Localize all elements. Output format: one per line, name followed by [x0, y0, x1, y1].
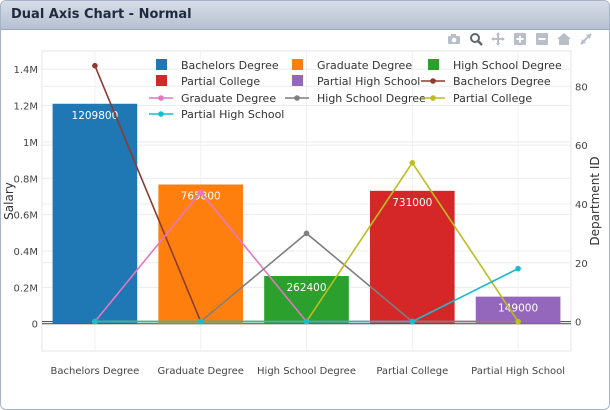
legend-marker-graduate-degree — [158, 95, 164, 101]
y-right-tick-label: 60 — [575, 141, 588, 152]
legend-swatch-bar-graduate-degree — [292, 59, 303, 70]
x-tick-label: Graduate Degree — [157, 366, 243, 377]
reset-axes-icon[interactable] — [577, 31, 595, 47]
title-bar: Dual Axis Chart - Normal — [1, 1, 609, 30]
zoom-icon[interactable] — [467, 31, 485, 47]
bar-label-high-school-degree: 262400 — [286, 282, 326, 294]
bar-label-graduate-degree: 765800 — [181, 190, 221, 202]
zoom-in-icon[interactable] — [511, 31, 529, 47]
legend-marker-partial-college — [430, 95, 436, 101]
x-tick-label: Partial College — [376, 366, 448, 377]
legend-label-bar-high-school-degree: High School Degree — [453, 59, 562, 72]
y-right-tick-label: 20 — [575, 259, 588, 270]
y-left-tick-label: 1.2M — [13, 102, 38, 113]
legend-label-line-partial-high-school: Partial High School — [181, 108, 284, 121]
camera-icon[interactable] — [445, 31, 463, 47]
bar-label-partial-high-school: 149000 — [498, 303, 538, 315]
bar-label-bachelors-degree: 1209800 — [72, 110, 119, 122]
line-point-high-school-degree — [303, 230, 310, 237]
legend-marker-partial-high-school — [158, 111, 164, 117]
window-title: Dual Axis Chart - Normal — [11, 7, 192, 22]
y-right-tick-label: 80 — [575, 82, 588, 93]
legend-swatch-bar-partial-high-school — [292, 75, 303, 86]
legend-label-line-bachelors-degree: Bachelors Degree — [453, 75, 551, 88]
y-right-axis-title: Department ID — [588, 156, 602, 245]
line-point-partial-high-school — [197, 318, 204, 325]
y-left-tick-label: 0.4M — [13, 247, 38, 258]
y-left-tick-label: 1M — [23, 138, 38, 149]
bar-label-partial-college: 731000 — [392, 197, 432, 209]
y-right-tick-label: 0 — [575, 318, 581, 329]
y-left-axis-title: Salary — [2, 182, 16, 220]
line-point-partial-college — [515, 318, 521, 325]
line-point-partial-high-school — [303, 318, 310, 325]
legend-label-line-high-school-degree: High School Degree — [317, 92, 426, 105]
legend-label-bar-graduate-degree: Graduate Degree — [317, 59, 412, 72]
bar-partial-college — [369, 190, 455, 324]
legend-swatch-bar-high-school-degree — [428, 59, 439, 70]
x-tick-label: High School Degree — [257, 366, 356, 377]
line-point-partial-high-school — [515, 265, 521, 272]
bar-high-school-degree — [264, 276, 349, 324]
y-left-tick-label: 0.2M — [13, 283, 38, 294]
y-left-tick-label: 1.4M — [13, 65, 38, 76]
y-left-tick-label: 0 — [32, 320, 38, 331]
line-point-partial-high-school — [409, 318, 416, 325]
bar-graduate-degree — [158, 184, 244, 324]
legend-label-bar-partial-high-school: Partial High School — [317, 75, 420, 88]
pan-icon[interactable] — [489, 31, 507, 47]
x-tick-label: Bachelors Degree — [51, 366, 140, 377]
y-right-tick-label: 40 — [575, 200, 588, 211]
line-point-partial-college — [409, 159, 416, 166]
legend-label-bar-bachelors-degree: Bachelors Degree — [181, 59, 279, 72]
legend-swatch-bar-bachelors-degree — [156, 59, 167, 70]
x-tick-label: Partial High School — [471, 366, 565, 377]
legend-marker-bachelors-degree — [430, 78, 436, 84]
line-point-bachelors-degree — [92, 62, 98, 69]
y-left-tick-label: 0.8M — [13, 174, 38, 185]
legend-label-line-partial-college: Partial College — [453, 92, 532, 105]
home-icon[interactable] — [555, 31, 573, 47]
legend-marker-high-school-degree — [294, 95, 300, 101]
zoom-out-icon[interactable] — [533, 31, 551, 47]
modebar — [445, 31, 595, 47]
legend-label-line-graduate-degree: Graduate Degree — [181, 92, 276, 105]
line-point-partial-high-school — [92, 318, 98, 325]
y-left-tick-label: 0.6M — [13, 211, 38, 222]
legend-label-bar-partial-college: Partial College — [181, 75, 260, 88]
line-point-graduate-degree — [197, 189, 204, 195]
legend-swatch-bar-partial-college — [156, 75, 167, 86]
